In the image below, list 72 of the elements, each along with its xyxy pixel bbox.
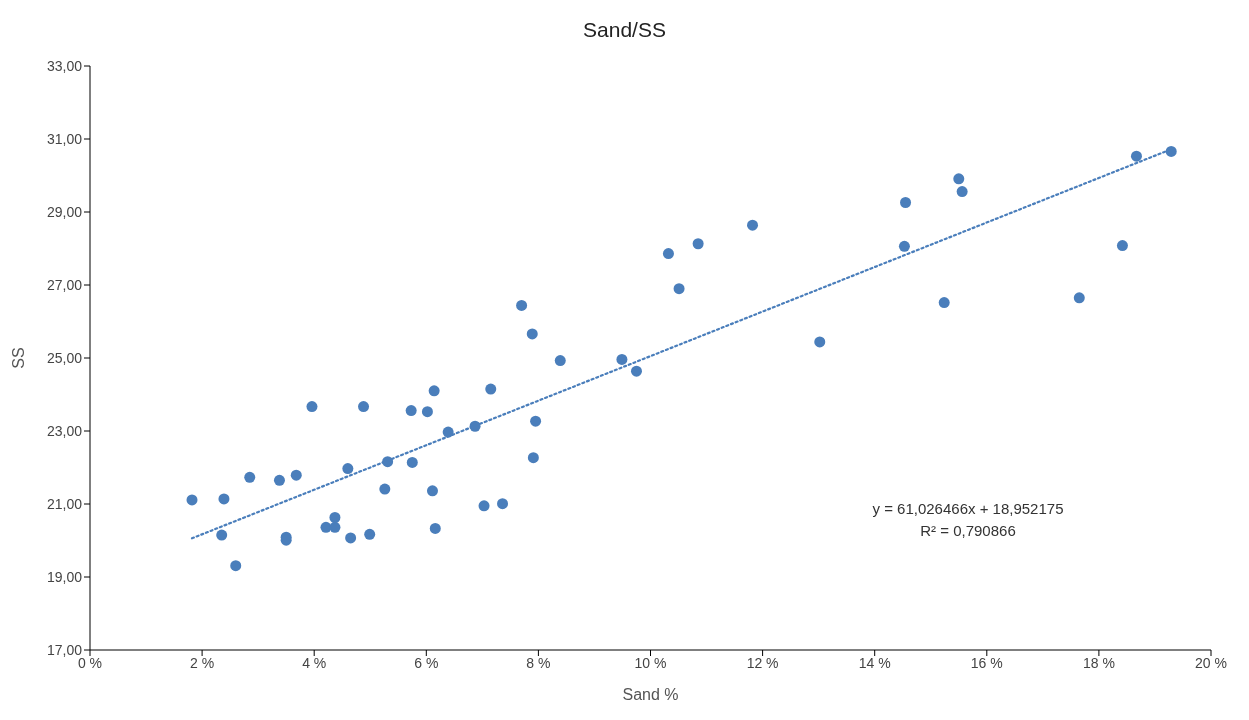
point (630, 365, 642, 377)
point (516, 299, 528, 311)
point (306, 401, 318, 413)
y-tick-label: 19,00 (46, 568, 83, 585)
x-tick-label: 20 % (1195, 654, 1227, 671)
point (405, 405, 417, 417)
chart-title: Sand/SS (582, 18, 667, 42)
point (530, 415, 542, 427)
point (527, 452, 539, 464)
x-tick-label: 10 % (634, 654, 667, 671)
y-tick-label: 31,00 (46, 130, 83, 147)
point (364, 528, 376, 540)
annotation: R² = 0,790866 (919, 522, 1017, 539)
point (956, 186, 968, 198)
point (428, 385, 440, 397)
point (953, 173, 965, 185)
point (1116, 240, 1128, 252)
point (379, 483, 391, 495)
x-tick-label: 6 % (414, 654, 439, 671)
point (900, 197, 912, 209)
x-tick-label: 4 % (302, 654, 327, 671)
x-axis-title: Sand % (622, 686, 679, 703)
y-tick-label: 23,00 (46, 422, 83, 439)
x-tick-label: 14 % (858, 654, 891, 671)
point (662, 248, 674, 260)
point (485, 383, 497, 395)
point (526, 328, 538, 340)
point (342, 463, 354, 475)
point (345, 532, 357, 544)
x-tick-label: 16 % (970, 654, 1003, 671)
x-tick-label: 8 % (526, 654, 551, 671)
point (1165, 145, 1177, 157)
point (1073, 292, 1085, 304)
point (497, 498, 509, 510)
point (382, 456, 394, 468)
point (230, 560, 242, 572)
point (938, 297, 950, 309)
point (218, 493, 230, 505)
point (421, 406, 433, 418)
point (898, 240, 910, 252)
point (216, 529, 228, 541)
x-tick-label: 18 % (1082, 654, 1115, 671)
y-tick-label: 29,00 (46, 203, 83, 220)
point (478, 500, 490, 512)
point (747, 219, 759, 231)
point (442, 426, 454, 438)
point (273, 474, 285, 486)
point (616, 353, 628, 365)
point (320, 521, 332, 533)
point (429, 522, 441, 534)
point (186, 494, 198, 506)
point (469, 420, 481, 432)
y-tick-label: 27,00 (46, 276, 83, 293)
point (814, 336, 826, 348)
point (692, 238, 704, 250)
point (290, 469, 302, 481)
point (406, 456, 418, 468)
point (673, 283, 685, 295)
point (1130, 150, 1142, 162)
y-tick-label: 25,00 (46, 349, 83, 366)
point (329, 521, 341, 533)
point (358, 401, 370, 413)
point (426, 485, 438, 497)
annotation: y = 61,026466x + 18,952175 (871, 500, 1065, 517)
y-tick-label: 21,00 (46, 495, 83, 512)
x-tick-label: 12 % (746, 654, 779, 671)
x-tick-label: 2 % (190, 654, 215, 671)
point (554, 355, 566, 367)
point (329, 512, 341, 524)
y-axis-title: SS (9, 347, 27, 369)
y-tick-label: 33,00 (46, 57, 83, 74)
point (244, 471, 256, 483)
